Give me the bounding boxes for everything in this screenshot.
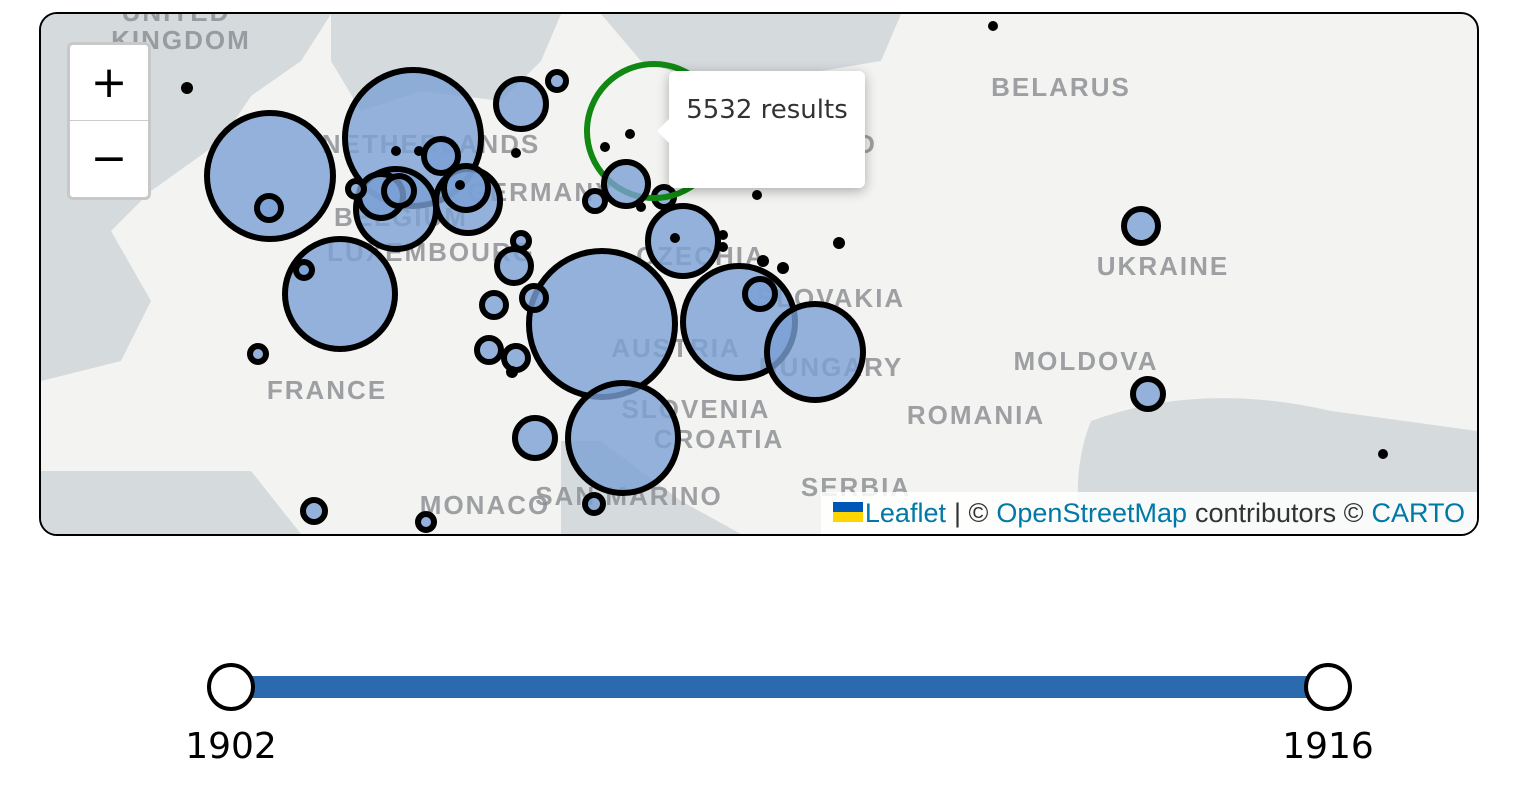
marker[interactable] [582, 492, 606, 516]
marker[interactable] [254, 193, 284, 223]
marker[interactable] [421, 136, 461, 176]
slider-label: 1902 [185, 726, 277, 767]
marker[interactable] [204, 110, 336, 242]
marker[interactable] [300, 497, 328, 525]
marker[interactable] [345, 178, 367, 200]
marker[interactable] [742, 276, 778, 312]
marker[interactable] [493, 76, 549, 132]
map[interactable]: UNITED KINGDOM NETHERLANDS GERMANY BELGI… [39, 12, 1479, 536]
marker[interactable] [381, 173, 417, 209]
markers [181, 21, 1388, 533]
attribution-text: contributors © [1195, 497, 1364, 528]
carto-link[interactable]: CARTO [1371, 497, 1465, 528]
marker[interactable] [247, 343, 269, 365]
slider-handle[interactable] [207, 663, 255, 711]
marker[interactable] [1130, 376, 1166, 412]
marker[interactable] [494, 246, 534, 286]
slider-handle[interactable] [1304, 663, 1352, 711]
marker[interactable] [519, 283, 549, 313]
tooltip-text: 5532 results [686, 95, 848, 125]
marker[interactable] [474, 335, 504, 365]
marker[interactable] [510, 230, 532, 252]
country-label: UNITED [122, 14, 231, 27]
marker[interactable] [479, 290, 509, 320]
marker[interactable] [441, 163, 491, 213]
marker[interactable] [512, 415, 558, 461]
country-label: UKRAINE [1097, 251, 1229, 281]
marker[interactable] [601, 159, 651, 209]
marker[interactable] [565, 380, 681, 496]
marker[interactable] [293, 259, 315, 281]
marker[interactable] [764, 301, 866, 403]
country-label: BELARUS [991, 72, 1131, 102]
marker[interactable] [526, 248, 678, 400]
marker[interactable] [501, 343, 531, 373]
marker[interactable] [582, 188, 608, 214]
year-slider [207, 663, 1352, 711]
zoom-control: + − [67, 42, 151, 200]
marker[interactable] [1121, 206, 1161, 246]
attribution: Leaflet | © OpenStreetMap contributors ©… [820, 492, 1477, 534]
country-label: ROMANIA [907, 400, 1045, 430]
country-label: FRANCE [267, 375, 387, 405]
country-label: MONACO [420, 490, 550, 520]
osm-link[interactable]: OpenStreetMap [996, 497, 1187, 528]
marker[interactable] [645, 203, 721, 279]
marker[interactable] [282, 236, 398, 352]
tooltip: 5532 results [657, 71, 865, 188]
slider-label: 1916 [1282, 726, 1374, 767]
leaflet-link[interactable]: Leaflet [864, 497, 946, 528]
zoom-in-button[interactable]: + [70, 45, 148, 121]
flag-icon [832, 501, 863, 522]
attribution-text: | © [953, 497, 989, 528]
dot-markers [181, 21, 1388, 459]
country-label: MOLDOVA [1014, 346, 1159, 376]
zoom-out-button[interactable]: − [90, 133, 128, 184]
marker[interactable] [415, 511, 437, 533]
marker[interactable] [545, 69, 569, 93]
